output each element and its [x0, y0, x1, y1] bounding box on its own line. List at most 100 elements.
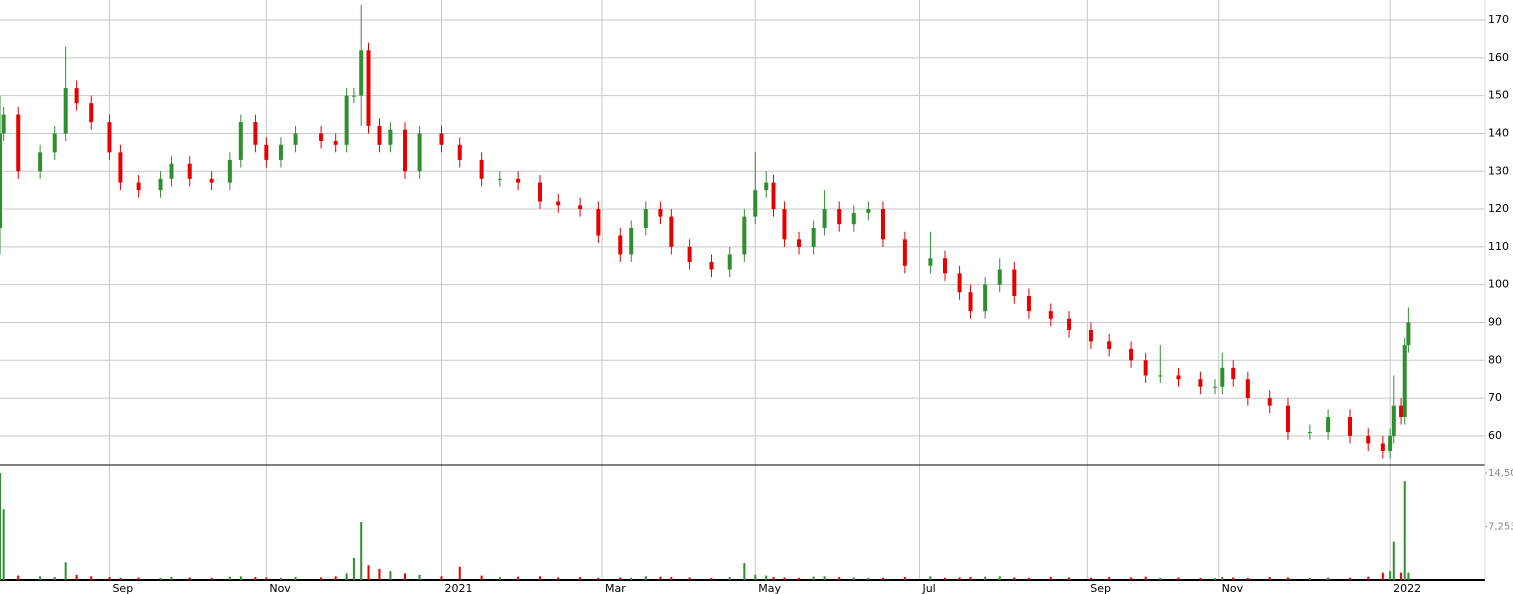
volume-bar [1389, 571, 1392, 580]
y-tick-label: 100 [1488, 278, 1509, 291]
volume-bar [998, 576, 1001, 580]
volume-bar [728, 577, 731, 580]
volume-bar [1308, 577, 1311, 580]
candle-body [618, 235, 623, 255]
candle-body [52, 133, 57, 153]
candle-body [344, 95, 349, 145]
y-tick-label: 160 [1488, 51, 1509, 64]
volume-bar [360, 522, 363, 580]
volume-bar [539, 576, 541, 580]
candle-body [1, 114, 6, 134]
volume-bar [710, 577, 713, 580]
volume-bar [754, 574, 757, 580]
volume-bar [458, 566, 461, 580]
volume-bar [984, 576, 987, 580]
volume-bar [579, 577, 582, 580]
candle-body [319, 133, 324, 142]
candle-body [1326, 416, 1331, 433]
candle-body [880, 209, 885, 240]
candle-body [278, 144, 283, 160]
candle-body [797, 239, 802, 247]
y-tick-label: 170 [1488, 13, 1509, 26]
volume-bar [1108, 577, 1111, 580]
candle-body [866, 209, 871, 213]
candle-body [187, 163, 192, 179]
volume-bar [867, 577, 870, 580]
volume-bar [644, 576, 647, 580]
volume-bar [64, 562, 67, 580]
candle-body [516, 178, 521, 183]
volume-bar [1027, 577, 1030, 580]
candle-body [629, 227, 634, 255]
candle-body [1129, 348, 1134, 361]
volume-bar [903, 577, 906, 580]
volume-bar [659, 576, 662, 580]
volume-tick-label: 7,253 [1488, 521, 1513, 532]
candle-body [771, 182, 776, 210]
candle-body [596, 209, 601, 236]
candle-body [388, 129, 393, 145]
candle-body [764, 182, 769, 191]
candle-body [753, 190, 758, 217]
volume-bar [39, 576, 42, 580]
volume-bar [1177, 577, 1180, 580]
candle-body [1399, 405, 1404, 417]
candle-body [417, 133, 422, 172]
candle-body [968, 292, 973, 312]
candle-body [1402, 345, 1407, 417]
candle-body [457, 144, 462, 160]
volume-bar [619, 577, 622, 580]
x-tick-label: 2022 [1393, 582, 1421, 594]
volume-bar [1392, 541, 1395, 580]
y-tick-label: 60 [1488, 429, 1502, 442]
y-tick-label: 110 [1488, 240, 1509, 253]
volume-bar [53, 577, 56, 580]
candle-body [1388, 435, 1393, 452]
y-tick-label: 90 [1488, 315, 1502, 328]
volume-bar [210, 577, 213, 580]
candle-body [1158, 375, 1163, 377]
volume-bar [90, 576, 93, 580]
candle-body [1245, 379, 1250, 399]
candle-body [1348, 416, 1352, 436]
volume-bar [823, 576, 826, 580]
x-tick-label: Nov [1222, 582, 1244, 594]
candle-body [74, 88, 79, 104]
volume-bar [1407, 572, 1410, 580]
candle-body [1067, 318, 1072, 331]
volume-bar [188, 577, 191, 580]
volume-bar [480, 575, 483, 580]
volume-bar [1349, 577, 1351, 580]
volume-bar [108, 577, 111, 580]
volume-bar [557, 577, 560, 580]
volume-bar [1403, 481, 1406, 580]
volume-bar [440, 576, 443, 580]
x-tick-label: May [758, 582, 781, 594]
y-tick-label: 150 [1488, 89, 1509, 102]
candle-body [687, 246, 692, 262]
volume-bar [170, 577, 173, 580]
volume-bar [517, 576, 520, 580]
volume-bar [17, 575, 20, 580]
candle-body [1143, 360, 1148, 376]
volume-bar [1400, 572, 1403, 580]
volume-bar [239, 576, 242, 580]
volume-bar [958, 577, 961, 580]
x-tick-label: Mar [605, 582, 626, 594]
volume-bar [743, 563, 746, 580]
volume-bar [852, 577, 855, 580]
candle-body [643, 209, 648, 228]
volume-bar [688, 577, 691, 580]
volume-bar [418, 574, 421, 580]
x-tick-label: Sep [1090, 582, 1111, 594]
candle-body [837, 209, 842, 225]
volume-bar [1246, 577, 1249, 580]
volume-tick-label: 14,506 [1488, 468, 1513, 479]
volume-bar [352, 557, 355, 580]
volume-bar [1013, 577, 1016, 580]
candle-body [902, 239, 907, 266]
volume-bar [944, 577, 946, 580]
volume-bar [798, 577, 801, 580]
volume-bar [1144, 576, 1147, 580]
candle-body [169, 163, 174, 179]
